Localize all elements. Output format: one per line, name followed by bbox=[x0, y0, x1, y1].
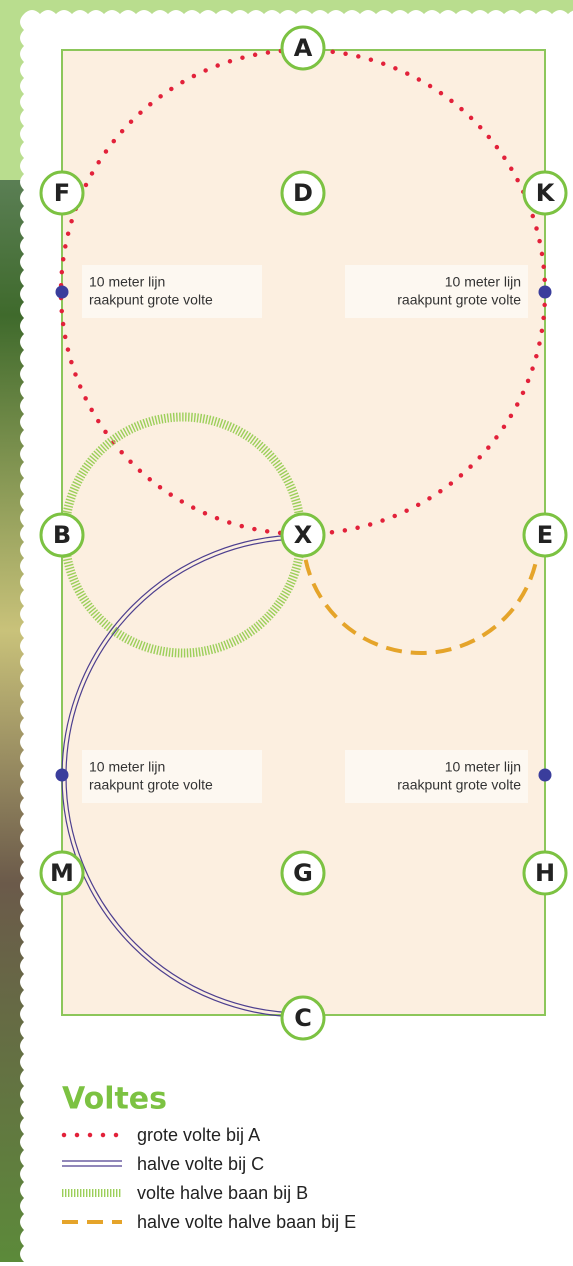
diagram: 10 meter lijn raakpunt grote volte 10 me… bbox=[0, 0, 573, 1262]
arena-letter: D bbox=[293, 179, 313, 207]
note: 10 meter lijn bbox=[89, 759, 165, 775]
note: raakpunt grote volte bbox=[89, 777, 213, 793]
note: raakpunt grote volte bbox=[89, 292, 213, 308]
legend-title: Voltes bbox=[62, 1082, 167, 1117]
arena-letter: M bbox=[50, 859, 74, 887]
arena-letter: C bbox=[294, 1004, 312, 1032]
arena-letter: A bbox=[294, 34, 313, 62]
note: raakpunt grote volte bbox=[397, 777, 521, 793]
note: 10 meter lijn bbox=[445, 759, 521, 775]
note: raakpunt grote volte bbox=[397, 292, 521, 308]
legend-item: volte halve baan bij B bbox=[137, 1183, 308, 1203]
legend-item: halve volte halve baan bij E bbox=[137, 1212, 356, 1232]
arena-letter: K bbox=[536, 179, 556, 207]
note: 10 meter lijn bbox=[89, 274, 165, 290]
arena-letter: B bbox=[53, 521, 71, 549]
note: 10 meter lijn bbox=[445, 274, 521, 290]
arena-letter: F bbox=[54, 179, 70, 207]
legend-item: grote volte bij A bbox=[137, 1125, 260, 1145]
arena-letter: E bbox=[537, 521, 553, 549]
arena-letter: H bbox=[535, 859, 555, 887]
legend-item: halve volte bij C bbox=[137, 1154, 264, 1174]
arena-letter: X bbox=[294, 521, 313, 549]
arena-letter: G bbox=[293, 859, 313, 887]
